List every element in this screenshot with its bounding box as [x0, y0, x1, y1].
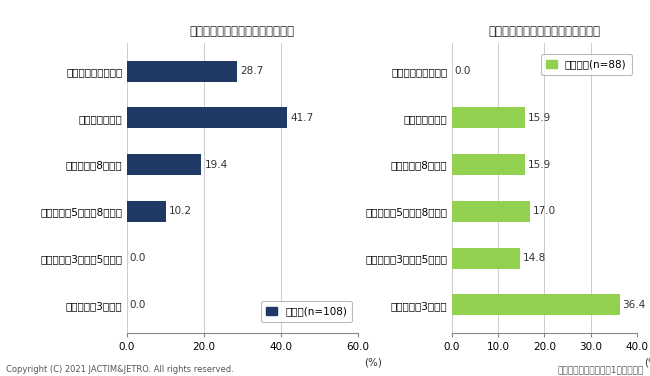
- Text: 15.9: 15.9: [528, 113, 551, 123]
- Bar: [452, 247, 520, 268]
- Text: 17.0: 17.0: [533, 206, 556, 216]
- Text: （注）未回答の製造業1社を除く。: （注）未回答の製造業1社を除く。: [557, 365, 644, 374]
- Legend: 製造業(n=108): 製造業(n=108): [261, 301, 352, 322]
- Bar: [452, 201, 530, 222]
- Text: 15.9: 15.9: [528, 160, 551, 170]
- Text: 14.8: 14.8: [523, 253, 546, 263]
- Text: Copyright (C) 2021 JACTIM&JETRO. All rights reserved.: Copyright (C) 2021 JACTIM&JETRO. All rig…: [6, 365, 234, 374]
- Legend: 非製造業(n=88): 非製造業(n=88): [541, 54, 632, 75]
- Bar: [127, 108, 287, 129]
- Title: ＜非製造業＞稼働状況（単一回答）: ＜非製造業＞稼働状況（単一回答）: [488, 25, 601, 38]
- Bar: [452, 108, 525, 129]
- Text: (%): (%): [644, 358, 650, 368]
- Title: ＜製造業＞生産状況（単一回答）: ＜製造業＞生産状況（単一回答）: [190, 25, 294, 38]
- Text: 10.2: 10.2: [169, 206, 192, 216]
- Text: 28.7: 28.7: [240, 66, 263, 76]
- Text: (%): (%): [365, 358, 382, 368]
- Bar: [452, 294, 620, 315]
- Bar: [452, 154, 525, 175]
- Bar: [127, 61, 237, 82]
- Text: 0.0: 0.0: [130, 253, 146, 263]
- Text: 41.7: 41.7: [290, 113, 313, 123]
- Text: 19.4: 19.4: [205, 160, 228, 170]
- Text: 0.0: 0.0: [454, 66, 471, 76]
- Text: 36.4: 36.4: [623, 300, 646, 310]
- Text: 0.0: 0.0: [130, 300, 146, 310]
- Bar: [127, 201, 166, 222]
- Bar: [127, 154, 202, 175]
